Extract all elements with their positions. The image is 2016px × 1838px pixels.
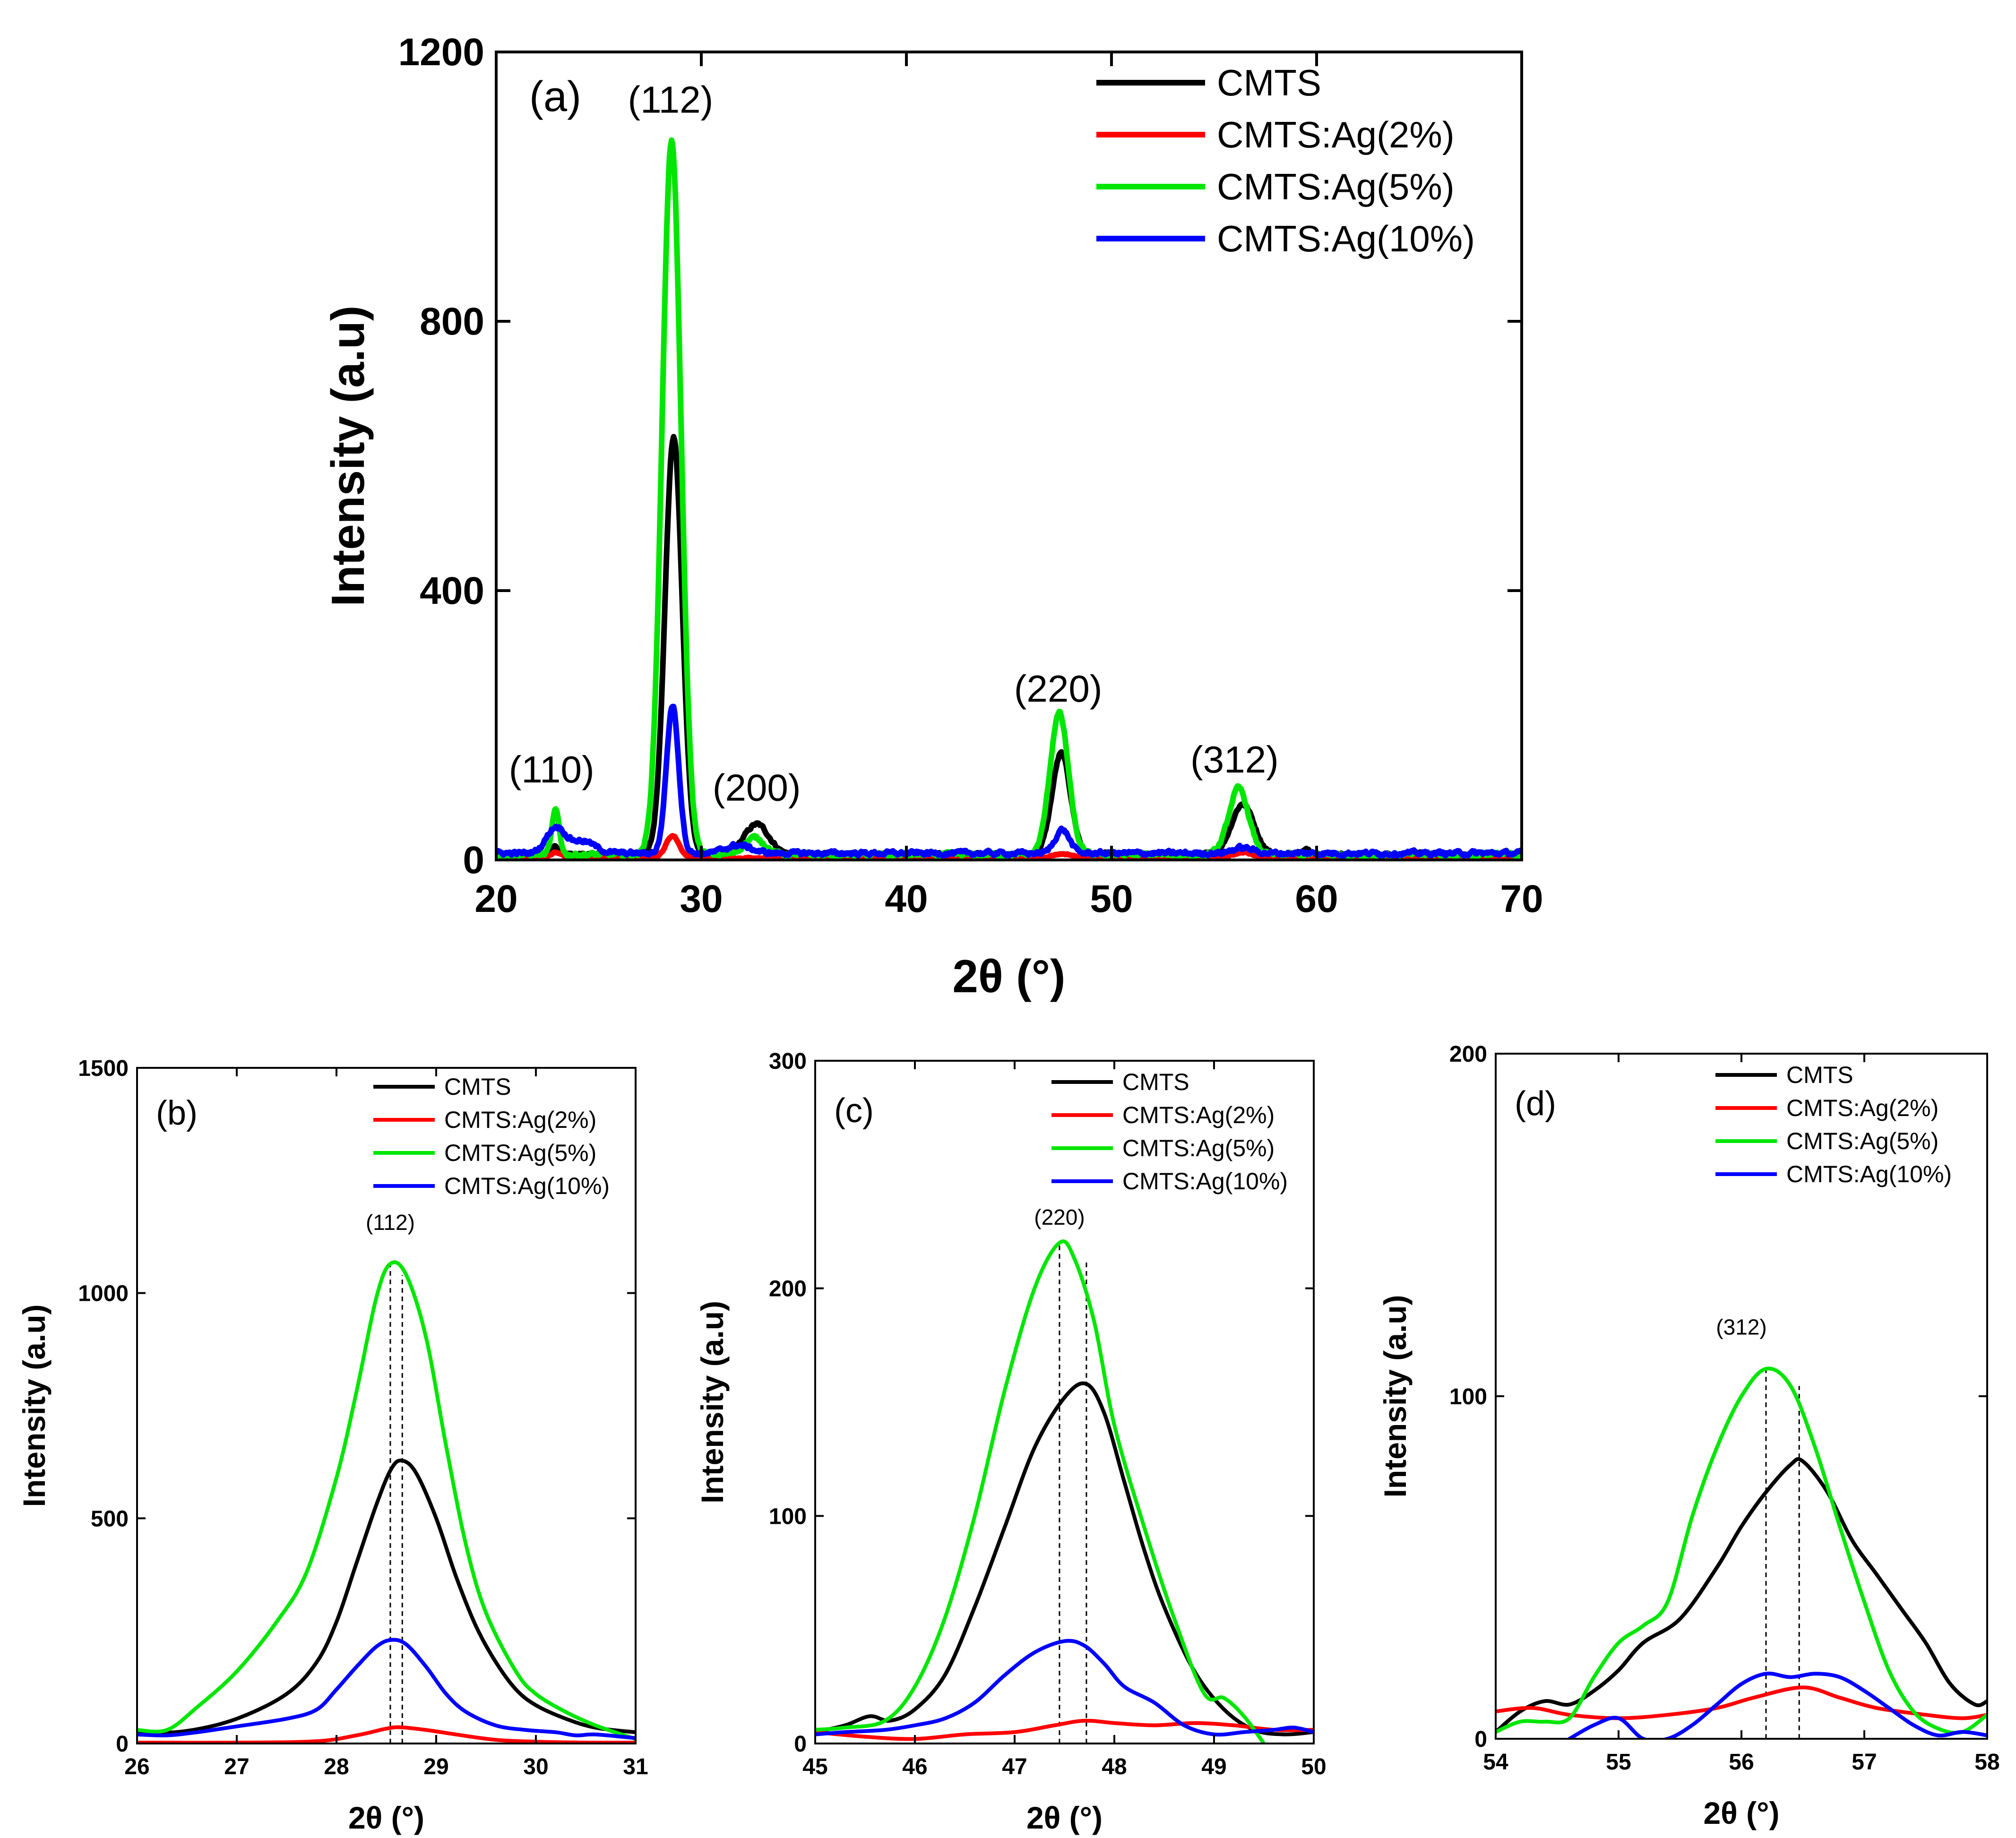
- x-tick-label: 48: [1102, 1754, 1127, 1779]
- peak-label: (110): [509, 748, 594, 790]
- x-tick-label: 54: [1483, 1750, 1508, 1775]
- peak-label: (312): [1190, 739, 1279, 781]
- series-line-cmts-ag-5-: [137, 1260, 636, 1741]
- panel-c: 45 46 47 48 49 50 0 100 200 300 2θ (°) Intensity (a…: [695, 1049, 1327, 1835]
- y-tick-label: 0: [463, 839, 484, 882]
- legend-label: CMTS:Ag(2%): [1122, 1102, 1275, 1128]
- legend-label: CMTS: [1122, 1069, 1189, 1095]
- x-tick-label: 60: [1295, 877, 1338, 920]
- y-axis-title: Intensity (a.u): [17, 1304, 52, 1507]
- panel-d: 54 55 56 57 58 0 100 200 2θ (°) Intensity (a.u) (d…: [1378, 1042, 2000, 1830]
- x-tick-label: 20: [474, 877, 517, 920]
- plot-frame: [814, 1060, 1315, 1744]
- panel-label: (c): [834, 1092, 874, 1130]
- panel-b: 26 27 28 29 30 31 0 500 1000 1500 2θ (°) Intensity …: [17, 1056, 648, 1835]
- plot-frame: [136, 1067, 637, 1744]
- x-axis-title: 2θ (°): [1026, 1800, 1103, 1835]
- y-tick-label: 100: [1449, 1384, 1487, 1409]
- legend-label: CMTS:Ag(5%): [1786, 1128, 1938, 1154]
- x-tick-label: 58: [1974, 1750, 1999, 1775]
- peak-label: (220): [1014, 668, 1103, 710]
- x-tick-label: 45: [802, 1754, 827, 1779]
- x-axis-title: 2θ (°): [1703, 1795, 1779, 1830]
- legend-label: CMTS:Ag(10%): [444, 1173, 610, 1199]
- legend-label: CMTS:Ag(2%): [1786, 1095, 1938, 1121]
- y-tick-label: 500: [91, 1506, 129, 1531]
- peak-label: (112): [628, 78, 713, 120]
- x-axis-title: 2θ (°): [952, 950, 1065, 1002]
- peak-label: (312): [1716, 1315, 1766, 1340]
- legend-label: CMTS:Ag(5%): [1122, 1135, 1275, 1161]
- x-tick-label: 50: [1301, 1754, 1326, 1779]
- y-axis-title: Intensity (a.u): [1378, 1295, 1413, 1497]
- x-tick-label: 56: [1729, 1750, 1754, 1775]
- legend-label: CMTS:Ag(10%): [1786, 1161, 1952, 1187]
- peak-label: (220): [1034, 1205, 1085, 1229]
- peak-label: (112): [366, 1210, 415, 1235]
- y-tick-label: 1000: [78, 1281, 129, 1306]
- x-tick-label: 47: [1002, 1754, 1027, 1779]
- y-tick-label: 800: [420, 300, 484, 343]
- legend-label: CMTS:Ag(10%): [1122, 1168, 1288, 1194]
- y-axis-title: Intensity (a.u): [322, 305, 374, 606]
- series-line-cmts-ag-5-: [815, 1239, 1266, 1744]
- series-line-cmts-ag-2-: [137, 1725, 636, 1744]
- panel-label: (a): [529, 73, 581, 120]
- y-tick-label: 400: [420, 569, 484, 612]
- peak-label: (200): [713, 767, 801, 809]
- x-tick-label: 30: [680, 877, 723, 920]
- x-tick-label: 27: [224, 1754, 249, 1779]
- series-line-cmts: [1496, 1457, 1987, 1734]
- legend-label: CMTS:Ag(2%): [1217, 114, 1455, 155]
- series-line-cmts: [815, 1381, 1314, 1736]
- series-line-cmts-ag-10-: [496, 704, 1522, 859]
- x-tick-label: 50: [1090, 877, 1133, 920]
- x-axis-title: 2θ (°): [348, 1800, 424, 1835]
- x-tick-label: 28: [324, 1754, 349, 1779]
- series-line-cmts-ag-10-: [137, 1638, 636, 1740]
- y-tick-label: 200: [769, 1277, 807, 1302]
- series-line-cmts-ag-2-: [815, 1718, 1314, 1741]
- x-tick-label: 31: [623, 1754, 648, 1779]
- y-axis-title: Intensity (a.u): [695, 1301, 730, 1503]
- plot-frame: [495, 51, 1523, 861]
- legend-label: CMTS: [444, 1074, 511, 1100]
- x-tick-label: 55: [1606, 1750, 1631, 1775]
- series-line-cmts-ag-10-: [1568, 1671, 1987, 1739]
- legend-label: CMTS:Ag(5%): [444, 1140, 596, 1166]
- x-tick-label: 49: [1201, 1754, 1226, 1779]
- x-tick-label: 57: [1852, 1750, 1877, 1775]
- panel-label: (b): [156, 1094, 198, 1132]
- series-line-cmts: [137, 1458, 636, 1735]
- panel-label: (d): [1515, 1085, 1556, 1123]
- y-tick-label: 1200: [398, 31, 484, 74]
- series-line-cmts-ag-10-: [815, 1639, 1314, 1737]
- legend-label: CMTS:Ag(10%): [1217, 218, 1475, 259]
- y-tick-label: 0: [116, 1732, 129, 1757]
- x-tick-label: 30: [523, 1754, 548, 1779]
- legend-label: CMTS: [1217, 62, 1321, 103]
- y-tick-label: 1500: [78, 1056, 129, 1081]
- y-tick-label: 100: [769, 1504, 807, 1529]
- x-tick-label: 29: [423, 1754, 448, 1779]
- x-tick-label: 26: [124, 1754, 149, 1779]
- legend-label: CMTS: [1786, 1062, 1853, 1088]
- legend-label: CMTS:Ag(5%): [1217, 166, 1455, 207]
- y-tick-label: 0: [794, 1732, 807, 1757]
- x-tick-label: 46: [902, 1754, 927, 1779]
- legend-label: CMTS:Ag(2%): [444, 1107, 596, 1133]
- panel-a: 20 30 40 50 60 70 0 400 800 1200 2θ (°) Intensity (…: [322, 31, 1543, 1002]
- y-tick-label: 200: [1449, 1042, 1487, 1067]
- y-tick-label: 300: [769, 1049, 807, 1074]
- x-tick-label: 70: [1500, 877, 1543, 920]
- series-line-cmts-ag-5-: [1496, 1366, 1987, 1735]
- y-tick-label: 0: [1474, 1727, 1487, 1752]
- x-tick-label: 40: [885, 877, 928, 920]
